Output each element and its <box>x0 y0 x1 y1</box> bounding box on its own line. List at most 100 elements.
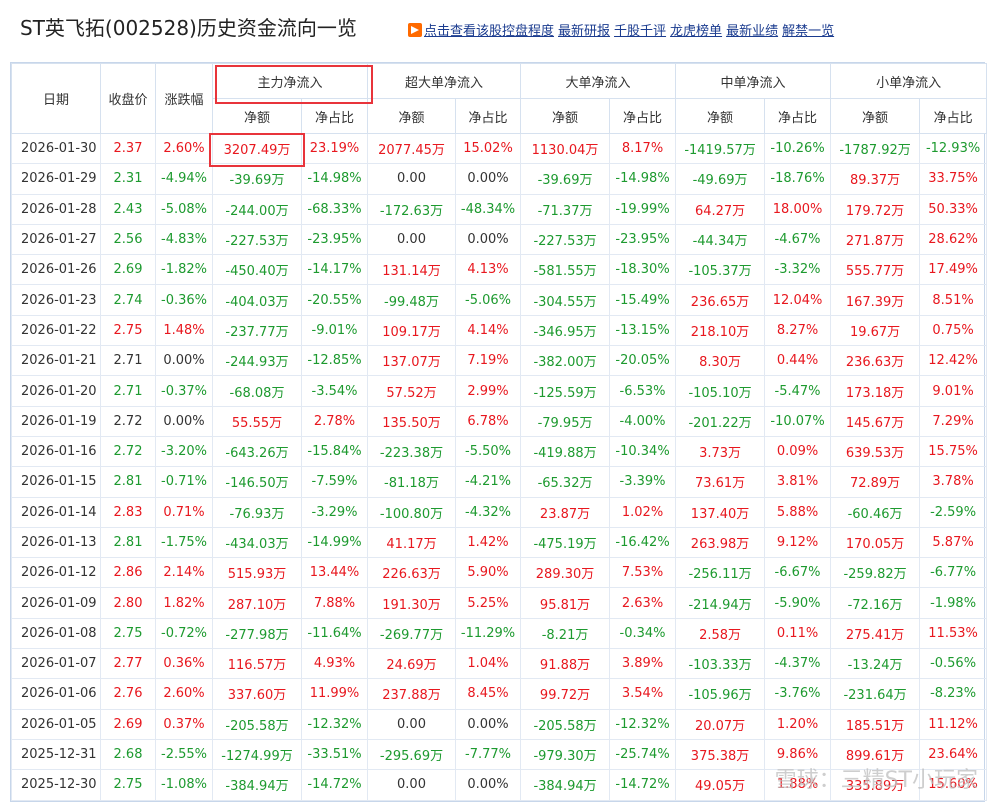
cell-main-ratio: 11.99% <box>300 678 369 710</box>
cell-main-net: -404.03万 <box>212 284 302 316</box>
cell-small-net: 271.87万 <box>830 223 921 256</box>
cell-large-ratio: 3.89% <box>609 648 677 680</box>
cell-medium-ratio: 8.27% <box>764 314 832 347</box>
cell-main-net: -76.93万 <box>212 496 302 528</box>
cell-super-large-net: 0.00 <box>367 708 457 740</box>
cell-date: 2026-01-20 <box>11 375 101 407</box>
cell-medium-ratio: -3.76% <box>764 678 832 710</box>
cell-close: 2.81 <box>100 526 156 559</box>
cell-main-net: 515.93万 <box>212 557 302 589</box>
cell-close: 2.75 <box>100 617 156 650</box>
cell-small-ratio: 0.75% <box>919 314 988 347</box>
table-row: 2026-01-19 2.72 0.00% 55.55万 2.78% 135.50万 6.7… <box>11 405 988 437</box>
cell-super-large-ratio: 8.45% <box>455 678 522 710</box>
cell-super-large-ratio: 4.14% <box>455 314 522 347</box>
cell-large-net: -39.69万 <box>520 163 611 195</box>
link-research[interactable]: 最新研报 <box>558 24 611 39</box>
cell-super-large-ratio: 0.00% <box>455 769 522 801</box>
cell-main-net: 287.10万 <box>212 587 302 619</box>
cell-main-net: -384.94万 <box>212 769 302 801</box>
cell-super-large-net: 0.00 <box>367 163 457 195</box>
cell-large-ratio: -4.00% <box>609 405 677 437</box>
cell-small-net: 19.67万 <box>830 314 921 347</box>
link-dragon-tiger[interactable]: 龙虎榜单 <box>670 24 723 39</box>
title-bar: ST英飞拓(002528)历史资金流向一览 点击查看该股控盘程度 最新研报 千股… <box>0 0 1000 50</box>
cell-super-large-ratio: 6.78% <box>455 405 522 437</box>
cell-change: -0.72% <box>155 617 213 650</box>
cell-main-net: -1274.99万 <box>212 738 302 771</box>
cell-medium-net: -44.34万 <box>675 223 766 256</box>
cell-small-ratio: 11.12% <box>919 708 988 740</box>
header-main-inflow: 主力净流入 <box>211 63 369 99</box>
table-row: 2026-01-12 2.86 2.14% 515.93万 13.44% 226.63万 5… <box>11 557 988 589</box>
table-row: 2026-01-26 2.69 -1.82% -450.40万 -14.17% 131.1… <box>11 254 988 286</box>
cell-small-net: 72.89万 <box>830 466 921 498</box>
cell-super-large-ratio: 15.02% <box>455 132 522 165</box>
cell-small-ratio: -6.77% <box>919 557 988 589</box>
cell-medium-ratio: 0.44% <box>764 345 832 377</box>
cell-medium-net: -105.10万 <box>675 375 766 407</box>
cell-date: 2026-01-27 <box>11 223 101 256</box>
cell-super-large-ratio: -48.34% <box>455 193 522 225</box>
cell-large-net: -205.58万 <box>520 708 611 740</box>
link-unlock[interactable]: 解禁一览 <box>782 24 835 39</box>
cell-close: 2.71 <box>100 375 156 407</box>
link-latest-results[interactable]: 最新业绩 <box>726 24 779 39</box>
header-change: 涨跌幅 <box>155 63 213 134</box>
cell-large-ratio: -0.34% <box>609 617 677 650</box>
cell-date: 2026-01-09 <box>11 587 101 619</box>
fund-flow-table: 日期 收盘价 涨跌幅 主力净流入 超大单净流入 大单净流入 中单净流入 小单净流… <box>11 63 988 801</box>
cell-change: -4.83% <box>155 223 213 256</box>
cell-large-net: -419.88万 <box>520 435 611 468</box>
cell-large-ratio: -20.05% <box>609 345 677 377</box>
cell-small-ratio: 7.29% <box>919 405 988 437</box>
cell-medium-ratio: -5.47% <box>764 375 832 407</box>
cell-large-net: -581.55万 <box>520 254 611 286</box>
cell-super-large-ratio: -11.29% <box>455 617 522 650</box>
link-stock-review[interactable]: 千股千评 <box>614 24 667 39</box>
cell-small-ratio: 11.53% <box>919 617 988 650</box>
link-control-degree[interactable]: 点击查看该股控盘程度 <box>424 24 555 39</box>
cell-medium-ratio: -10.26% <box>764 132 832 165</box>
cell-change: 2.60% <box>155 132 213 165</box>
cell-small-net: -1787.92万 <box>830 132 921 165</box>
cell-large-ratio: 2.63% <box>609 587 677 619</box>
cell-large-net: -346.95万 <box>520 314 611 347</box>
cell-change: -1.75% <box>155 526 213 559</box>
cell-medium-net: -105.37万 <box>675 254 766 286</box>
cell-change: -4.94% <box>155 163 213 195</box>
cell-small-ratio: 5.87% <box>919 526 988 559</box>
cell-small-ratio: 33.75% <box>919 163 988 195</box>
cell-main-net: 337.60万 <box>212 678 302 710</box>
cell-change: 2.60% <box>155 678 213 710</box>
cell-date: 2026-01-15 <box>11 466 101 498</box>
cell-change: 0.00% <box>155 345 213 377</box>
cell-main-net: -146.50万 <box>212 466 302 498</box>
cell-super-large-ratio: 0.00% <box>455 163 522 195</box>
cell-super-large-ratio: 4.13% <box>455 254 522 286</box>
cell-medium-net: 8.30万 <box>675 345 766 377</box>
cell-main-net: 3207.49万 <box>212 132 302 165</box>
cell-main-net: -434.03万 <box>212 526 302 559</box>
fund-flow-table-container: 日期 收盘价 涨跌幅 主力净流入 超大单净流入 大单净流入 中单净流入 小单净流… <box>10 62 988 802</box>
cell-small-ratio: 17.49% <box>919 254 988 286</box>
cell-medium-ratio: 5.88% <box>764 496 832 528</box>
cell-large-ratio: -12.32% <box>609 708 677 740</box>
cell-small-ratio: 15.75% <box>919 435 988 468</box>
cell-change: 0.00% <box>155 405 213 437</box>
cell-large-net: -71.37万 <box>520 193 611 225</box>
cell-medium-net: 236.65万 <box>675 284 766 316</box>
cell-change: -0.71% <box>155 466 213 498</box>
cell-change: -1.82% <box>155 254 213 286</box>
cell-change: -5.08% <box>155 193 213 225</box>
cell-main-ratio: -14.98% <box>300 163 369 195</box>
cell-date: 2026-01-13 <box>11 526 101 559</box>
cell-main-ratio: -3.54% <box>300 375 369 407</box>
header-net: 净额 <box>520 98 611 134</box>
cell-medium-ratio: 18.00% <box>764 193 832 225</box>
cell-super-large-net: 237.88万 <box>367 678 457 710</box>
cell-small-net: 639.53万 <box>830 435 921 468</box>
cell-large-net: -8.21万 <box>520 617 611 650</box>
cell-large-net: -384.94万 <box>520 769 611 801</box>
header-ratio: 净占比 <box>609 98 677 134</box>
